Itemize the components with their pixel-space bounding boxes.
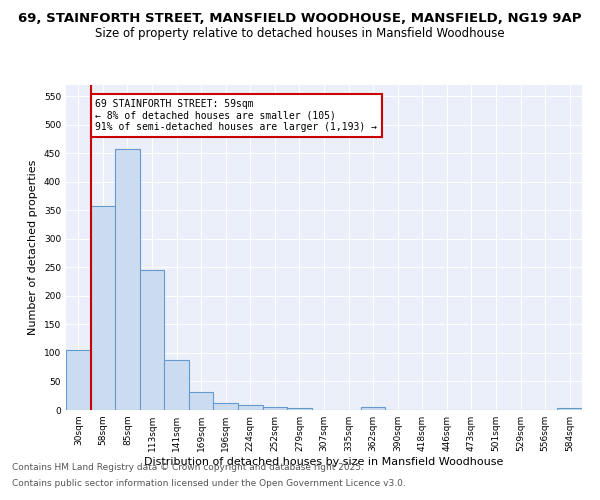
- Bar: [361, 407, 385, 410]
- Bar: [91, 206, 115, 410]
- Text: Contains HM Land Registry data © Crown copyright and database right 2025.: Contains HM Land Registry data © Crown c…: [12, 464, 364, 472]
- Bar: [140, 270, 164, 410]
- Bar: [287, 408, 312, 410]
- Text: 69, STAINFORTH STREET, MANSFIELD WOODHOUSE, MANSFIELD, NG19 9AP: 69, STAINFORTH STREET, MANSFIELD WOODHOU…: [18, 12, 582, 26]
- Bar: [238, 405, 263, 410]
- Bar: [164, 360, 189, 410]
- Y-axis label: Number of detached properties: Number of detached properties: [28, 160, 38, 335]
- Bar: [263, 407, 287, 410]
- Bar: [214, 402, 238, 410]
- Text: 69 STAINFORTH STREET: 59sqm
← 8% of detached houses are smaller (105)
91% of sem: 69 STAINFORTH STREET: 59sqm ← 8% of deta…: [95, 100, 377, 132]
- X-axis label: Distribution of detached houses by size in Mansfield Woodhouse: Distribution of detached houses by size …: [145, 457, 503, 467]
- Bar: [557, 408, 582, 410]
- Bar: [115, 150, 140, 410]
- Text: Contains public sector information licensed under the Open Government Licence v3: Contains public sector information licen…: [12, 478, 406, 488]
- Bar: [189, 392, 214, 410]
- Bar: [66, 350, 91, 410]
- Text: Size of property relative to detached houses in Mansfield Woodhouse: Size of property relative to detached ho…: [95, 28, 505, 40]
